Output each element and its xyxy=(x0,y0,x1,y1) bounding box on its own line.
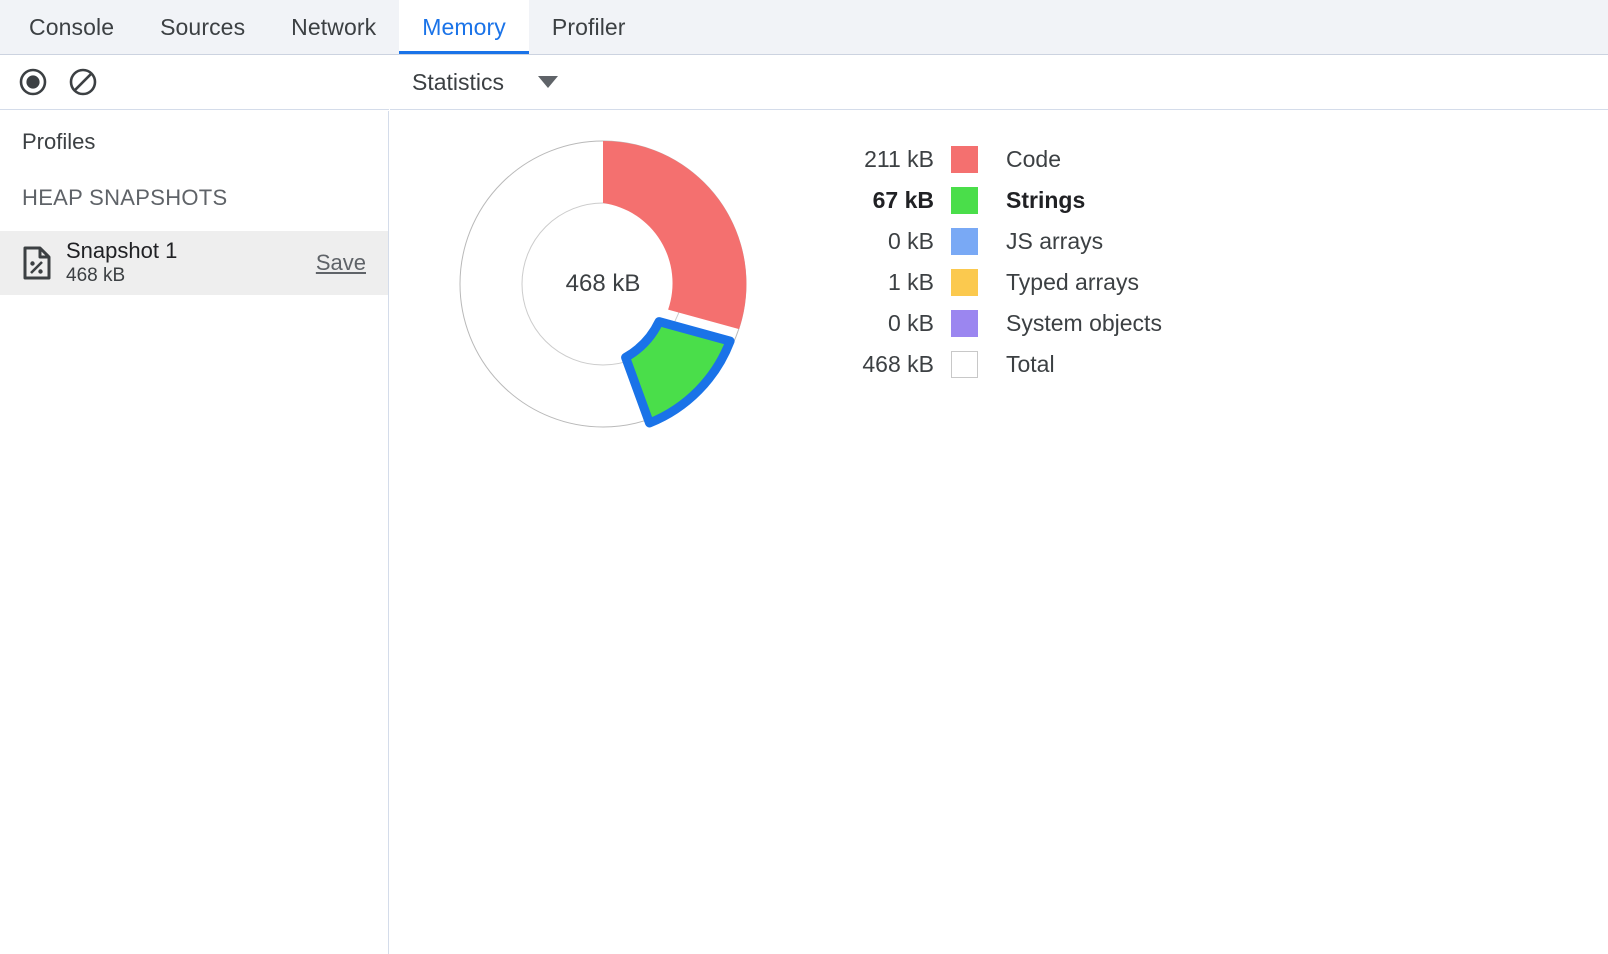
legend-row-strings[interactable]: 67 kB Strings xyxy=(850,180,1162,221)
tab-network[interactable]: Network xyxy=(268,0,399,54)
tab-label: Network xyxy=(291,13,377,40)
legend-value: 1 kB xyxy=(887,269,934,295)
legend-label: System objects xyxy=(1006,310,1162,336)
profiles-toolbar xyxy=(0,55,389,110)
legend-row-total[interactable]: 468 kB Total xyxy=(850,344,1162,385)
legend-label: Typed arrays xyxy=(1006,269,1139,295)
tab-label: Sources xyxy=(160,13,246,40)
save-snapshot-link[interactable]: Save xyxy=(315,250,366,275)
legend-label: JS arrays xyxy=(1006,228,1104,254)
legend-swatch-total xyxy=(951,351,978,378)
tab-sources[interactable]: Sources xyxy=(137,0,268,54)
legend-swatch-strings xyxy=(951,187,978,214)
tab-label: Memory xyxy=(422,13,506,40)
tab-profiler[interactable]: Profiler xyxy=(529,0,649,54)
tab-label: Profiler xyxy=(551,13,626,40)
legend-value: 468 kB xyxy=(862,351,934,377)
profiles-sidebar: Profiles HEAP SNAPSHOTS Snapshot 1 468 k… xyxy=(0,111,389,954)
view-mode-label: Statistics xyxy=(412,68,505,95)
snapshot-size: 468 kB xyxy=(66,265,126,286)
tab-label: Console xyxy=(29,13,115,40)
memory-legend: 211 kB Code 67 kB Strings 0 kB JS arrays… xyxy=(850,139,1162,385)
statistics-view: 468 kB 211 kB Code 67 kB Strings 0 kB JS… xyxy=(390,111,1608,954)
chevron-down-icon xyxy=(538,76,559,88)
legend-swatch-js-arrays xyxy=(951,228,978,255)
clear-no-entry-icon[interactable] xyxy=(66,65,100,99)
memory-donut-chart: 468 kB xyxy=(453,134,753,444)
legend-row-system-objects[interactable]: 0 kB System objects xyxy=(850,303,1162,344)
legend-row-typed-arrays[interactable]: 1 kB Typed arrays xyxy=(850,262,1162,303)
profiles-header: Profiles xyxy=(22,129,96,154)
snapshot-text: Snapshot 1 468 kB xyxy=(66,238,316,288)
view-mode-dropdown[interactable]: Statistics xyxy=(404,65,566,100)
snapshot-list-item[interactable]: Snapshot 1 468 kB Save xyxy=(0,231,388,295)
devtools-tabbar: Console Sources Network Memory Profiler xyxy=(0,0,1608,55)
record-circle-icon[interactable] xyxy=(16,65,50,99)
tab-memory[interactable]: Memory xyxy=(399,0,529,54)
legend-row-code[interactable]: 211 kB Code xyxy=(850,139,1162,180)
statistics-toolbar: Statistics xyxy=(390,55,1608,110)
legend-label: Total xyxy=(1006,351,1055,377)
legend-swatch-code xyxy=(951,146,978,173)
legend-row-js-arrays[interactable]: 0 kB JS arrays xyxy=(850,221,1162,262)
snapshot-document-percent-icon xyxy=(22,246,52,280)
legend-swatch-system-objects xyxy=(951,310,978,337)
donut-slice-code xyxy=(603,140,747,330)
legend-label: Strings xyxy=(1006,187,1086,213)
snapshot-name: Snapshot 1 xyxy=(66,238,178,263)
heap-snapshots-section-header: HEAP SNAPSHOTS xyxy=(22,185,228,210)
legend-label: Code xyxy=(1006,146,1061,172)
legend-value: 0 kB xyxy=(887,228,934,254)
legend-value: 0 kB xyxy=(887,310,934,336)
donut-slice-strings xyxy=(621,317,735,428)
legend-value: 67 kB xyxy=(872,187,934,213)
legend-swatch-typed-arrays xyxy=(951,269,978,296)
tab-console[interactable]: Console xyxy=(6,0,137,54)
legend-value: 211 kB xyxy=(864,146,934,172)
